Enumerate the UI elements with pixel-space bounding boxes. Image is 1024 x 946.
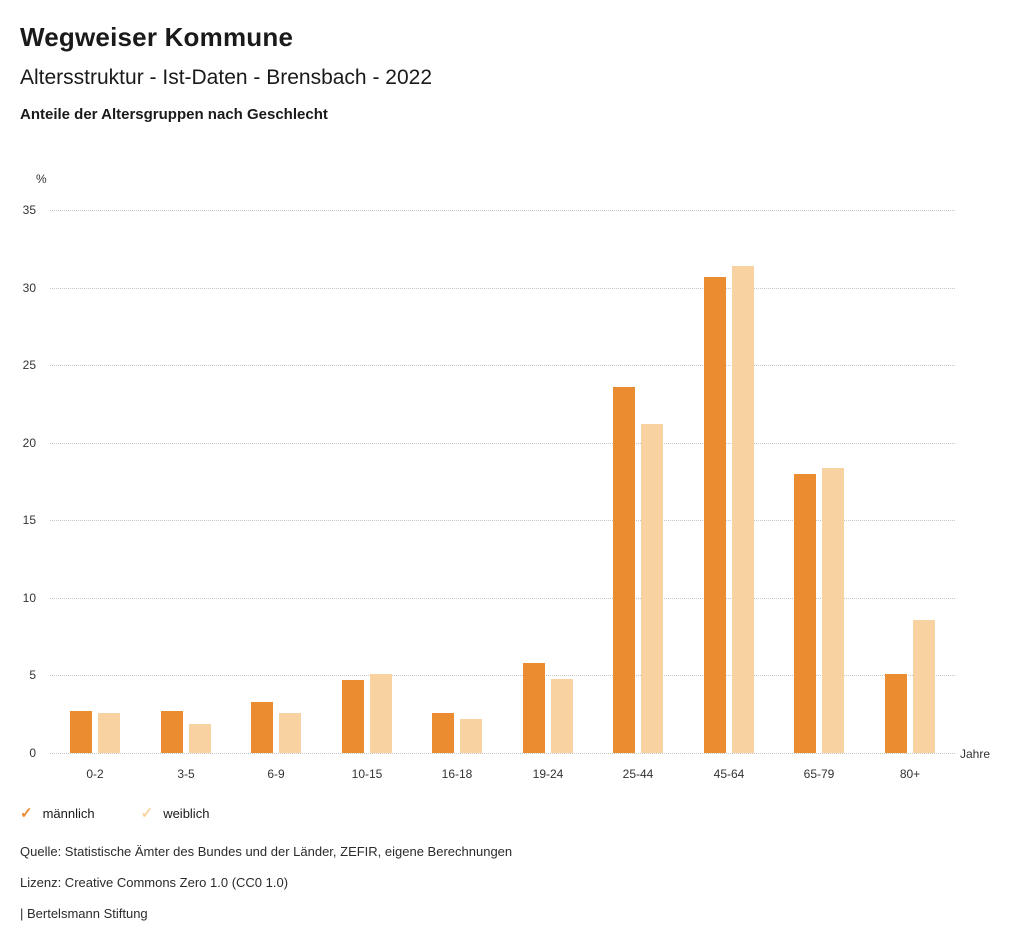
page-subtitle: Altersstruktur - Ist-Daten - Brensbach -… — [20, 66, 432, 89]
gridline — [50, 442, 955, 444]
check-icon: ✓ — [140, 805, 154, 822]
gridline — [50, 520, 955, 522]
legend-label: männlich — [42, 805, 95, 821]
gridline — [50, 365, 955, 367]
chart-caption: Anteile der Altersgruppen nach Geschlech… — [20, 106, 328, 123]
bar — [732, 266, 754, 753]
gridline — [50, 675, 955, 677]
y-tick-label: 20 — [22, 435, 36, 450]
y-tick-label: 0 — [29, 746, 36, 760]
x-tick-label: 10-15 — [351, 767, 383, 781]
x-tick-label: 19-24 — [532, 767, 564, 781]
bar — [161, 711, 183, 753]
bar — [251, 702, 273, 753]
gridline — [50, 597, 955, 599]
bar — [279, 713, 301, 753]
attribution: | Bertelsmann Stiftung — [20, 906, 148, 921]
x-tick-label: 25-44 — [622, 767, 654, 781]
bar — [189, 724, 211, 753]
y-tick-label: 5 — [29, 668, 36, 683]
legend-item-weiblich[interactable]: ✓ weiblich — [141, 804, 210, 822]
source-note: Quelle: Statistische Ämter des Bundes un… — [20, 844, 513, 859]
gridline — [50, 753, 955, 754]
y-tick-label: 25 — [22, 358, 36, 373]
check-icon: ✓ — [20, 805, 33, 822]
x-tick-label: 45-64 — [713, 767, 745, 781]
bar — [913, 620, 935, 753]
page-title: Wegweiser Kommune — [20, 22, 294, 52]
bar — [641, 424, 663, 753]
x-tick-label: 80+ — [899, 767, 921, 781]
x-tick-label: 3-5 — [177, 767, 195, 781]
bar — [432, 713, 454, 753]
gridline — [50, 210, 955, 211]
y-tick-label: 30 — [22, 280, 36, 295]
y-tick-label: 15 — [22, 513, 36, 528]
license-note: Lizenz: Creative Commons Zero 1.0 (CC0 1… — [20, 875, 289, 890]
bar — [342, 680, 364, 753]
y-tick-label: 35 — [22, 203, 36, 217]
x-tick-label: 0-2 — [86, 767, 104, 781]
legend: ✓ männlich ✓ weiblich — [20, 804, 255, 822]
bar — [523, 663, 545, 753]
x-tick-label: 16-18 — [441, 767, 473, 781]
plot-area — [50, 210, 955, 754]
bar — [794, 474, 816, 753]
bar — [98, 713, 120, 753]
bar — [551, 679, 573, 753]
x-tick-label: 6-9 — [267, 767, 285, 781]
bar — [460, 719, 482, 753]
bar — [370, 674, 392, 753]
y-axis-unit-label: % — [36, 172, 47, 186]
bar — [885, 674, 907, 753]
bar — [613, 387, 635, 753]
bar — [70, 711, 92, 753]
x-axis-label: Jahre — [960, 747, 991, 761]
legend-label: weiblich — [163, 805, 210, 821]
x-tick-label: 65-79 — [803, 767, 835, 781]
bar — [704, 277, 726, 753]
legend-item-männlich[interactable]: ✓ männlich — [20, 804, 95, 822]
bar — [822, 468, 844, 753]
y-tick-label: 10 — [22, 590, 36, 605]
gridline — [50, 287, 955, 289]
